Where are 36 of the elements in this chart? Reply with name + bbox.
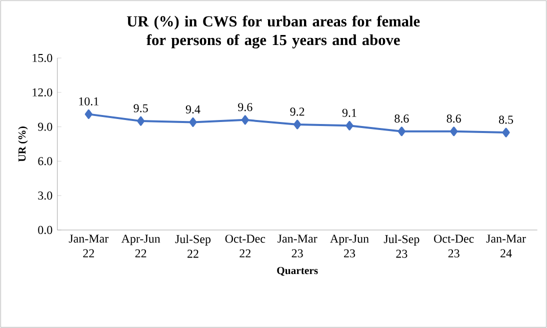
data-label: 9.2 [290, 108, 304, 116]
data-label: 9.5 [134, 104, 148, 112]
data-label: 9.4 [186, 105, 200, 114]
point [84, 109, 92, 119]
point [241, 115, 249, 125]
y-axis-title: UR (%) [18, 126, 28, 162]
y-tick-label: 3.0 [38, 192, 52, 200]
x-tick-label: Jan-Mar 24 [486, 234, 526, 258]
x-tick-label: Jan-Mar 22 [68, 234, 109, 258]
point [502, 128, 510, 138]
chart-title: UR (%) in CWS for urban areas for female for persons of age 15 years and above [126, 16, 420, 48]
data-label: 8.5 [498, 116, 514, 124]
x-tick-label: Oct-Dec 22 [225, 234, 266, 258]
x-tick-label: Jan-Mar 23 [278, 234, 318, 258]
x-axis-title: Quarters [277, 266, 318, 276]
data-label: 10.1 [79, 97, 98, 106]
data-label: 9.1 [342, 108, 356, 117]
y-tick-label: 0.0 [38, 226, 52, 234]
y-tick-label: 9.0 [38, 122, 52, 131]
point [137, 116, 145, 126]
data-label: 8.6 [394, 114, 409, 123]
point [294, 120, 302, 130]
point [189, 117, 197, 127]
y-tick-label: 12.0 [32, 88, 52, 96]
x-tick-label: Jul-Sep 22 [175, 234, 211, 258]
x-tick-label: Apr-Jun 23 [330, 234, 369, 258]
x-tick-label: Oct-Dec 23 [434, 234, 474, 258]
data-label: 9.6 [238, 103, 252, 112]
x-tick-label: Jul-Sep 23 [384, 234, 420, 258]
x-tick-label: Apr-Jun 22 [121, 234, 160, 258]
y-tick-label: 6.0 [38, 157, 52, 166]
point [346, 120, 354, 130]
point [398, 126, 406, 136]
y-tick-label: 15.0 [32, 54, 52, 62]
data-label: 8.6 [446, 114, 461, 123]
point [450, 126, 458, 136]
